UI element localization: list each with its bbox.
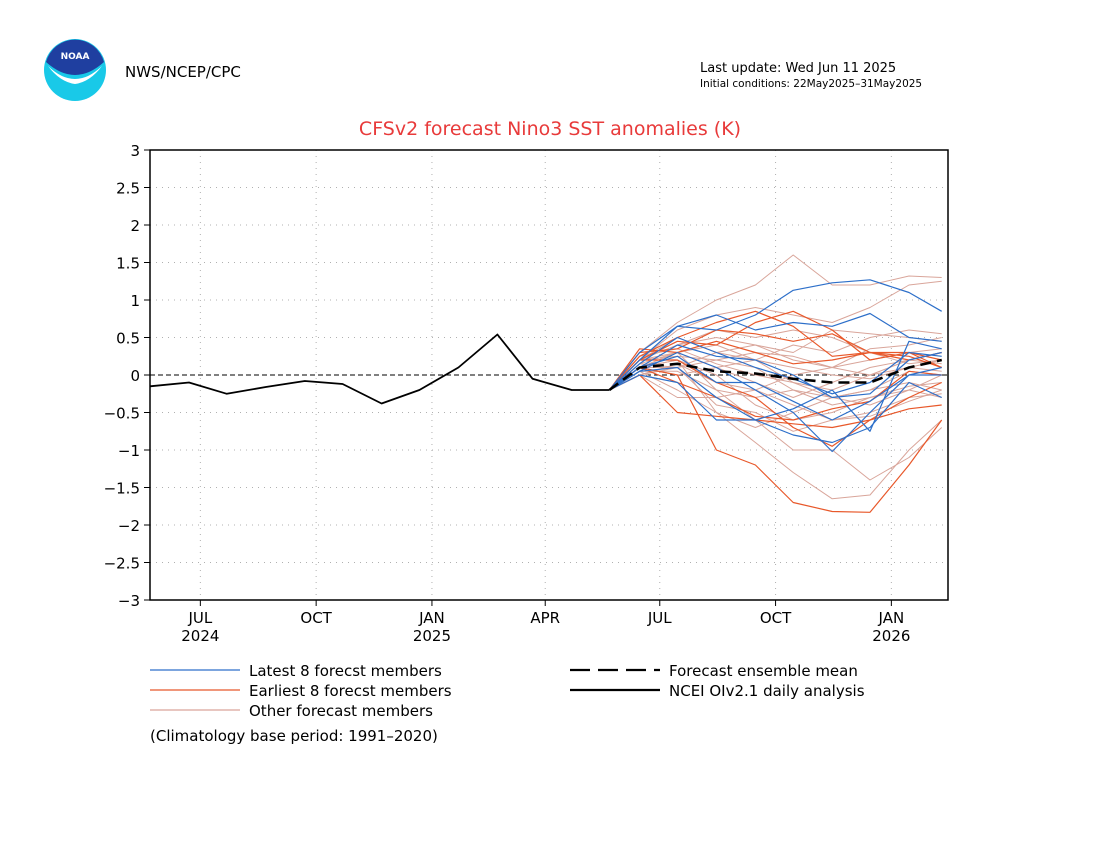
x-tick-year-label: 2024 [181,627,219,645]
y-tick-label: −3 [118,592,140,610]
earliest-member-line [608,310,942,391]
x-tick-year-label: 2025 [413,627,451,645]
agency-label: NWS/NCEP/CPC [125,63,241,81]
x-tick-label: JAN [418,609,445,627]
x-tick-label: JAN [878,609,905,627]
y-tick-label: 2.5 [116,180,140,198]
other-member-line [609,329,942,391]
earliest-member-line [609,374,942,429]
legend-label-earliest: Earliest 8 forecst members [249,682,452,700]
earliest-member-line [609,366,943,513]
x-tick-label: JUL [647,609,672,627]
x-tick-label: OCT [760,609,792,627]
x-tick-label: OCT [300,609,332,627]
other-member-line [609,254,942,391]
y-tick-label: 0.5 [116,330,140,348]
plot-frame [149,149,949,601]
y-tick-label: −2.5 [104,555,140,573]
initial-conditions: Initial conditions: 22May2025–31May2025 [700,78,922,90]
latest-member-line [609,344,942,399]
y-tick-label: 1.5 [116,255,140,273]
latest-members-layer [608,279,942,453]
chart-title: CFSv2 forecast Nino3 SST anomalies (K) [359,118,741,140]
axes-layer: 32.521.510.50−0.5−1−1.5−2−2.5−3JUL2024OC… [104,142,949,645]
analysis-line [149,333,610,405]
y-tick-label: −2 [118,517,140,535]
logo-circle-top [46,39,104,75]
footnote: (Climatology base period: 1991–2020) [150,727,438,745]
y-tick-label: −0.5 [104,405,140,423]
latest-member-line [609,336,942,395]
earliest-member-line [608,359,942,447]
logo-bird-wave [48,66,102,84]
mean-layer [608,358,942,392]
earliest-members-layer [608,310,943,513]
analysis-layer [149,333,610,405]
latest-member-line [609,366,942,444]
latest-member-line [608,279,942,391]
y-tick-label: 0 [130,367,140,385]
y-tick-label: −1.5 [104,480,140,498]
ensemble-mean-line [608,358,942,392]
x-tick-label: JUL [187,609,212,627]
latest-member-line [609,340,942,432]
logo-text: NOAA [61,52,90,62]
y-tick-label: 2 [130,217,140,235]
grid-layer [150,150,948,600]
latest-member-line [608,312,942,391]
noaa-logo: NOAA [44,39,106,101]
legend-label-mean: Forecast ensemble mean [669,662,858,680]
legend: Latest 8 forecst members Earliest 8 forec… [150,662,865,720]
last-update: Last update: Wed Jun 11 2025 [700,61,896,76]
other-member-line [609,280,942,391]
y-tick-label: 3 [130,142,140,160]
legend-label-analysis: NCEI OIv2.1 daily analysis [669,682,865,700]
x-tick-label: APR [530,609,560,627]
y-tick-label: −1 [118,442,140,460]
y-tick-label: 1 [130,292,140,310]
legend-label-latest: Latest 8 forecst members [249,662,442,680]
latest-member-line [609,355,942,421]
legend-label-other: Other forecast members [249,702,433,720]
x-tick-year-label: 2026 [872,627,910,645]
